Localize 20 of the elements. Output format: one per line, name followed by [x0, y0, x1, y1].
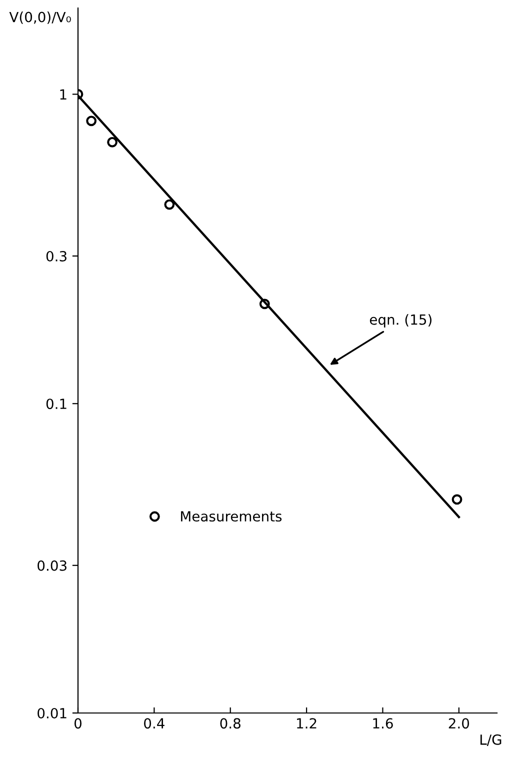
x-axis-title: L/G [480, 734, 502, 746]
point [164, 199, 175, 210]
x-tick-label: 1.2 [297, 718, 316, 728]
x-tick-label: 0.4 [144, 718, 164, 729]
annotation: eqn. (15) [370, 314, 432, 328]
y-tick-label: 0.3 [46, 250, 66, 262]
point [452, 494, 462, 505]
y-tick-label: 0.01 [38, 708, 66, 718]
y-tick-label: 0.03 [38, 560, 66, 571]
x-tick-label: 2.0 [448, 718, 470, 729]
y-tick-label: 0.1 [46, 398, 66, 410]
x-tick-label: 0 [74, 718, 82, 729]
y-tick-label: 1 [60, 89, 66, 100]
x-tick-label: 1.6 [373, 718, 393, 729]
point [86, 116, 97, 126]
legend-label: Measurements [181, 511, 282, 522]
point [107, 136, 118, 148]
x-tick-label: 0.8 [220, 718, 240, 729]
point [259, 298, 270, 310]
y-axis-title: V(0,0)/V₀ [9, 12, 71, 24]
